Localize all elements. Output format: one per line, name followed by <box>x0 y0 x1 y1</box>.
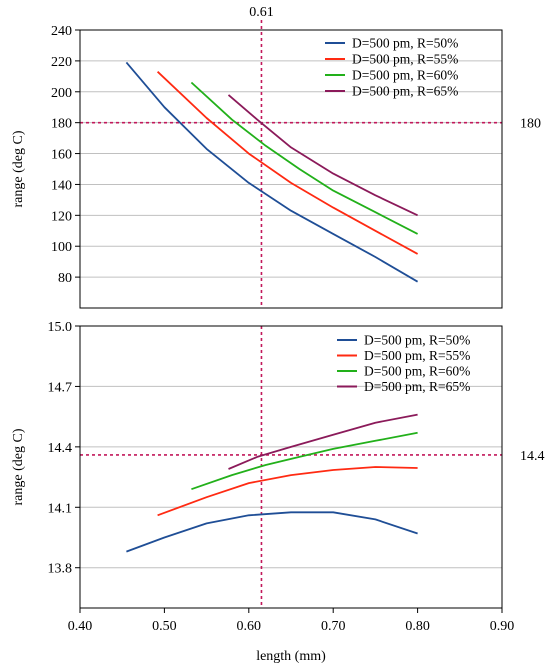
y-tick-label: 200 <box>51 86 72 101</box>
y-tick-label: 14.7 <box>48 380 73 395</box>
y-tick-label: 15.0 <box>48 320 73 335</box>
y-tick-label: 14.1 <box>48 501 73 516</box>
x-tick-label: 0.60 <box>237 619 262 634</box>
series-line-2 <box>157 466 418 517</box>
bottom-panel: 14.4 13.8 14.1 14.4 14.7 15.0 0.40 0.50 0.60 0.70… <box>11 320 545 664</box>
y-tick-label: 14.4 <box>48 441 73 456</box>
y-tick-label: 80 <box>58 271 72 286</box>
x-axis-label: length (mm) <box>256 649 326 664</box>
y-tick-label: 100 <box>51 240 72 255</box>
legend-label: D=500 pm, R=50% <box>352 36 458 51</box>
x-tick-label: 0.80 <box>405 619 430 634</box>
y-tick-label: 13.8 <box>48 562 73 577</box>
y-tick-label: 140 <box>51 178 72 193</box>
series-line-4 <box>228 413 418 470</box>
x-tick-label: 0.90 <box>490 619 515 634</box>
y-tick-label: 240 <box>51 24 72 39</box>
plot-frame <box>79 29 503 309</box>
plot-frame <box>79 325 503 609</box>
y-axis-label: range (deg C) <box>11 428 26 505</box>
series-line-3 <box>190 81 419 235</box>
series-line-1 <box>125 61 419 283</box>
ref-y-label: 180 <box>520 117 541 132</box>
legend-label: D=500 pm, R=55% <box>364 348 470 363</box>
y-tick-label: 220 <box>51 55 72 70</box>
y-tick-label: 180 <box>51 117 72 132</box>
x-tick-label: 0.70 <box>321 619 346 634</box>
x-tick-label: 0.50 <box>152 619 177 634</box>
legend-label: D=500 pm, R=60% <box>364 364 470 379</box>
x-tick-label: 0.40 <box>68 619 93 634</box>
series-line-3 <box>191 431 418 491</box>
legend-label: D=500 pm, R=65% <box>364 379 470 394</box>
legend-label: D=500 pm, R=65% <box>352 84 458 99</box>
legend-label: D=500 pm, R=60% <box>352 68 458 83</box>
ref-x-label: 0.61 <box>249 5 274 20</box>
series-line-1 <box>126 511 418 553</box>
legend-label: D=500 pm, R=55% <box>352 52 458 67</box>
series-line-4 <box>227 94 418 217</box>
y-axis-label: range (deg C) <box>11 130 26 207</box>
top-panel: 180 0.61 80 100 120 140 160 180 200 220 240 range (… <box>11 5 541 309</box>
ref-y-label: 14.4 <box>520 449 545 464</box>
legend-label: D=500 pm, R=50% <box>364 333 470 348</box>
series-line-2 <box>156 71 419 255</box>
y-tick-label: 160 <box>51 148 72 163</box>
y-tick-label: 120 <box>51 209 72 224</box>
